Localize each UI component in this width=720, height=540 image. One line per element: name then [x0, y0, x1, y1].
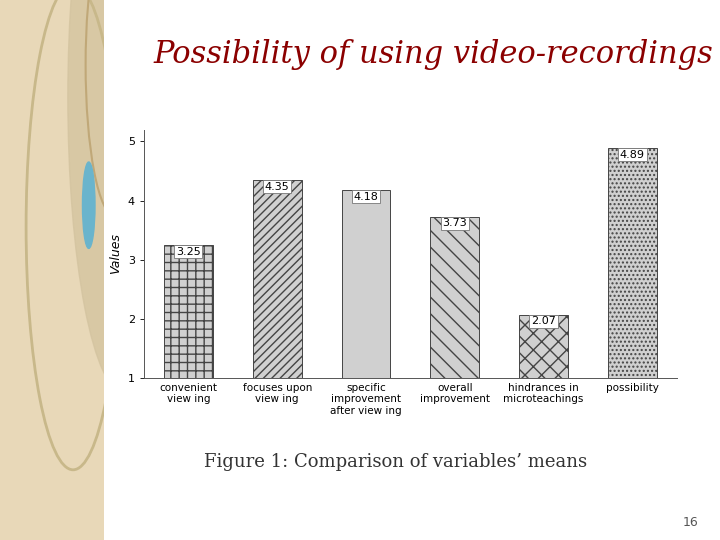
Text: 16: 16 — [683, 516, 698, 529]
Bar — [164, 245, 213, 378]
Text: 4.35: 4.35 — [265, 181, 289, 192]
Bar — [253, 180, 302, 378]
Circle shape — [68, 0, 183, 394]
Bar — [341, 190, 390, 378]
Ellipse shape — [83, 162, 95, 248]
Y-axis label: Values: Values — [109, 233, 122, 274]
Text: 3.73: 3.73 — [442, 218, 467, 228]
Text: Possibility of using video-recordings: Possibility of using video-recordings — [154, 38, 714, 70]
Bar — [431, 217, 480, 378]
Text: 4.18: 4.18 — [354, 192, 379, 202]
Text: 4.89: 4.89 — [620, 150, 645, 160]
Bar — [519, 315, 568, 378]
Bar — [608, 148, 657, 378]
Text: Figure 1: Comparison of variables’ means: Figure 1: Comparison of variables’ means — [204, 453, 588, 471]
Text: 3.25: 3.25 — [176, 247, 201, 256]
Text: 2.07: 2.07 — [531, 316, 556, 327]
